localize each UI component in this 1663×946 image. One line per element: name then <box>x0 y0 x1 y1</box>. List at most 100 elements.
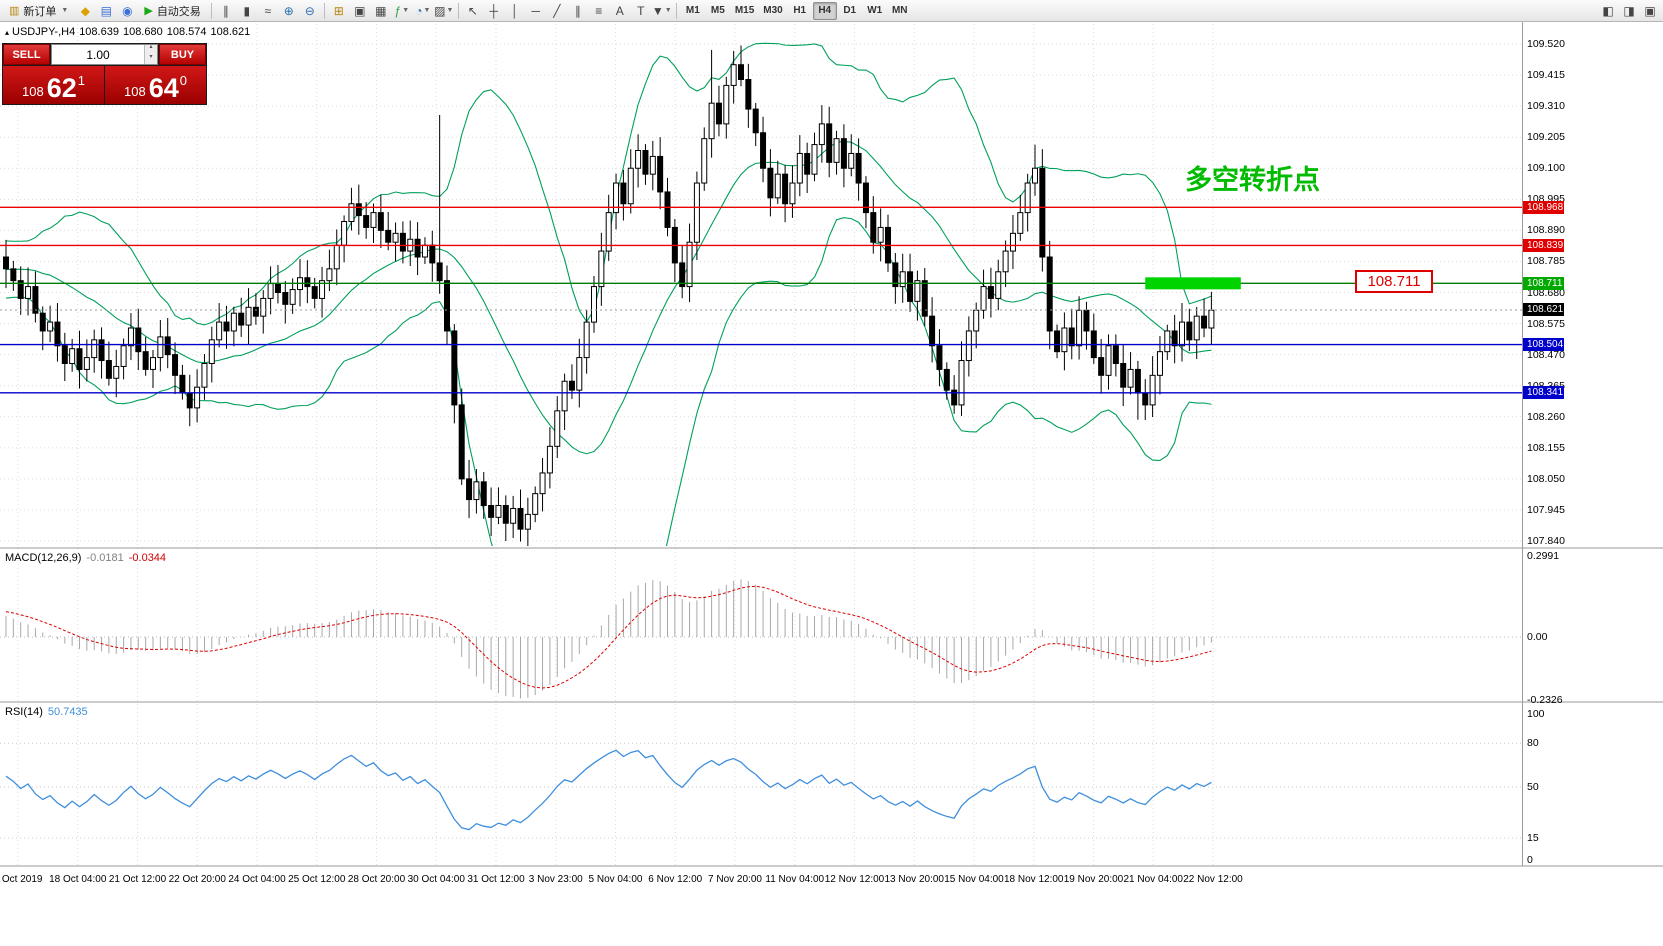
price-axis-tick: 108.260 <box>1527 410 1565 423</box>
price-axis-tick: 109.310 <box>1527 100 1565 113</box>
time-axis-label: 19 Nov 20:00 <box>1063 874 1124 885</box>
bar-close-value: 108.621 <box>210 26 251 38</box>
text-label-icon[interactable]: T <box>637 3 645 18</box>
volume-stepper[interactable]: ▴ ▾ <box>51 44 158 65</box>
fibonacci-icon[interactable]: ≡ <box>595 3 603 18</box>
candlestick-chart-type-icon[interactable]: ▮ <box>243 3 251 18</box>
toolbar: ▥ 新订单 ▼ ◆ ▤ ◉ ▶ 自动交易 ∥ ▮ ≈ ⊕ ⊖ ⊞ ▣ ▦ ƒ ▼ ◔ ▼ ▨ ▼ ↖ ┼ │ ─ ╱ ∥ ≡ A T ▼ ▼ M1… <box>0 0 1663 22</box>
price-axis-tag: 108.711 <box>1523 276 1564 290</box>
time-axis-label: 6 Nov 12:00 <box>648 874 703 885</box>
timeframe-button-m5[interactable]: M5 <box>710 5 725 16</box>
help-icon[interactable]: ◉ <box>122 3 133 18</box>
timeframe-button-mn[interactable]: MN <box>891 5 908 16</box>
indicators-icon[interactable]: ƒ ▼ <box>394 3 410 18</box>
text-icon[interactable]: A <box>615 3 624 18</box>
price-axis-tag: 108.504 <box>1523 338 1564 352</box>
time-axis-label: 18 Oct 04:00 <box>49 874 107 885</box>
cursor-icon[interactable]: ↖ <box>467 3 478 18</box>
buy-price-pip: 0 <box>179 73 187 88</box>
timeframe-button-d1[interactable]: D1 <box>843 5 857 16</box>
timeframe-button-w1[interactable]: W1 <box>867 5 883 16</box>
time-axis-label: 22 Oct 20:00 <box>168 874 226 885</box>
rsi-axis-tick: 50 <box>1527 781 1539 793</box>
rsi-axis-tick: 0 <box>1527 854 1533 866</box>
arrange-icon[interactable]: ▦ <box>375 3 387 18</box>
rsi-axis-tick: 15 <box>1527 832 1539 845</box>
timeframe-button-h1[interactable]: H1 <box>793 5 807 16</box>
buy-button[interactable]: BUY <box>159 44 206 65</box>
price-axis-tick: 109.415 <box>1527 69 1565 82</box>
toolbar-separator <box>457 2 459 19</box>
horizontal-line-icon[interactable]: ─ <box>531 3 541 18</box>
zoom-in-icon[interactable]: ⊕ <box>283 3 294 18</box>
sell-price-big: 62 <box>46 73 77 103</box>
symbol-title: USDJPY-,H4 <box>12 26 76 38</box>
buy-price-head: 108 <box>124 84 146 99</box>
time-axis-label: 31 Oct 12:00 <box>467 874 525 885</box>
timeframe-button-m30[interactable]: M30 <box>763 5 783 16</box>
time-axis-label: 5 Nov 04:00 <box>588 874 643 885</box>
market-watch-icon[interactable]: ▤ <box>100 3 113 18</box>
time-axis-label: 21 Oct 12:00 <box>108 874 167 885</box>
shapes-icon[interactable]: ▼ ▼ <box>651 3 672 18</box>
time-axis-label: 12 Nov 12:00 <box>824 874 885 885</box>
buy-price-button[interactable]: 108 64 0 <box>105 66 206 104</box>
vertical-line-icon[interactable]: │ <box>511 3 519 18</box>
price-axis-tick: 108.470 <box>1527 348 1565 361</box>
timeframe-button-m1[interactable]: M1 <box>685 5 700 16</box>
rsi-value: 50.7435 <box>47 706 88 718</box>
rsi-axis-tick: 100 <box>1527 708 1545 720</box>
cascade-windows-icon[interactable]: ▣ <box>354 3 366 18</box>
tile-windows-icon[interactable]: ⊞ <box>333 3 344 18</box>
bar-chart-type-icon[interactable]: ∥ <box>222 3 229 18</box>
time-axis-label: 18 Nov 12:00 <box>1004 874 1064 885</box>
trendline-icon[interactable]: ╱ <box>553 3 561 18</box>
periods-icon[interactable]: ◔ ▼ <box>415 3 431 18</box>
price-level-label[interactable]: 108.711 <box>1355 270 1433 293</box>
zoom-out-icon[interactable]: ⊖ <box>304 3 315 18</box>
time-axis-label: 24 Oct 04:00 <box>228 874 286 885</box>
time-axis-label: 6 Oct 2019 <box>0 874 43 885</box>
volume-input[interactable] <box>52 45 144 64</box>
price-axis-tag: 108.621 <box>1523 303 1564 317</box>
volume-decrease-button[interactable]: ▾ <box>145 54 157 64</box>
line-chart-type-icon[interactable]: ≈ <box>264 3 272 18</box>
new-order-button[interactable]: ▥ 新订单 ▼ <box>3 2 74 20</box>
sell-price-pip: 1 <box>77 73 85 88</box>
chevron-down-icon: ▼ <box>423 7 431 14</box>
volume-increase-button[interactable]: ▴ <box>145 44 157 55</box>
time-axis-label: 25 Oct 12:00 <box>288 874 346 885</box>
crosshair-icon[interactable]: ┼ <box>489 3 499 18</box>
price-axis-tag: 108.839 <box>1523 238 1564 252</box>
toolbar-separator <box>323 2 325 19</box>
price-axis-tick: 108.785 <box>1527 255 1565 268</box>
sell-price-button[interactable]: 108 62 1 <box>3 66 104 104</box>
macd-signal-value: -0.0344 <box>128 552 167 564</box>
sell-button[interactable]: SELL <box>3 44 50 65</box>
sell-price-head: 108 <box>22 84 44 99</box>
time-axis-label: 21 Nov 04:00 <box>1123 874 1184 885</box>
templates-icon[interactable]: ▨ ▼ <box>434 3 454 18</box>
time-axis-label: 11 Nov 04:00 <box>765 874 825 885</box>
auto-trading-button-icon: ▶ <box>144 5 153 17</box>
price-axis-tick: 109.205 <box>1527 131 1565 144</box>
price-axis-tick: 107.945 <box>1527 503 1565 516</box>
chart-text-annotation[interactable]: 多空转折点 <box>1185 165 1320 195</box>
window-list-icon[interactable]: ◨ <box>1623 3 1635 18</box>
expand-data-window-icon[interactable]: ▴ <box>5 28 10 37</box>
price-axis-tick: 109.520 <box>1527 38 1565 50</box>
bar-low-value: 108.574 <box>166 26 207 38</box>
time-axis-label: 28 Oct 20:00 <box>347 874 406 885</box>
equidistant-channel-icon[interactable]: ∥ <box>574 3 581 18</box>
auto-trading-button[interactable]: ▶ 自动交易 <box>138 2 206 20</box>
fullscreen-icon[interactable]: ▣ <box>1644 3 1656 18</box>
price-axis-tick: 108.155 <box>1527 441 1565 454</box>
favorites-icon[interactable]: ◆ <box>80 3 90 18</box>
macd-indicator-label: MACD(12,26,9) -0.0181 -0.0344 <box>5 552 166 564</box>
timeframe-button-h4[interactable]: H4 <box>812 1 837 20</box>
timeframe-button-m15[interactable]: M15 <box>734 5 755 16</box>
new-chart-window-icon[interactable]: ◧ <box>1602 3 1614 18</box>
